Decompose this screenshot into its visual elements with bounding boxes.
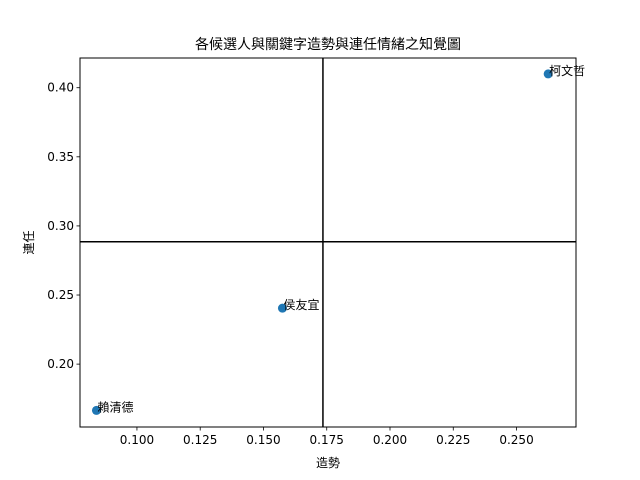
data-point-label: 賴清德 <box>97 399 133 414</box>
y-tick-label: 0.40 <box>47 81 74 95</box>
chart-title: 各候選人與關鍵字造勢與連任情緒之知覺圖 <box>195 36 461 53</box>
data-point <box>91 405 101 415</box>
y-tick-label: 0.30 <box>47 219 74 233</box>
data-point-label: 侯友宜 <box>283 297 319 312</box>
y-tick-label: 0.25 <box>47 288 74 302</box>
x-axis-ticks: 0.100 0.125 0.150 0.175 0.200 0.225 0.250 <box>120 427 534 447</box>
reference-lines <box>80 58 576 427</box>
data-point-label: 柯文哲 <box>549 63 585 78</box>
y-tick-label: 0.20 <box>47 357 74 371</box>
x-tick-label: 0.200 <box>373 433 407 447</box>
y-axis-label: 連任 <box>22 230 36 254</box>
x-tick-label: 0.150 <box>246 433 280 447</box>
x-tick-label: 0.125 <box>183 433 217 447</box>
x-axis-label: 造勢 <box>316 455 340 470</box>
data-point <box>277 303 287 313</box>
x-tick-label: 0.225 <box>436 433 470 447</box>
x-tick-label: 0.100 <box>120 433 154 447</box>
x-tick-label: 0.250 <box>499 433 533 447</box>
data-point <box>543 69 553 79</box>
y-tick-label: 0.35 <box>47 150 74 164</box>
y-axis-ticks: 0.20 0.25 0.30 0.35 0.40 <box>47 81 80 371</box>
x-tick-label: 0.175 <box>310 433 344 447</box>
